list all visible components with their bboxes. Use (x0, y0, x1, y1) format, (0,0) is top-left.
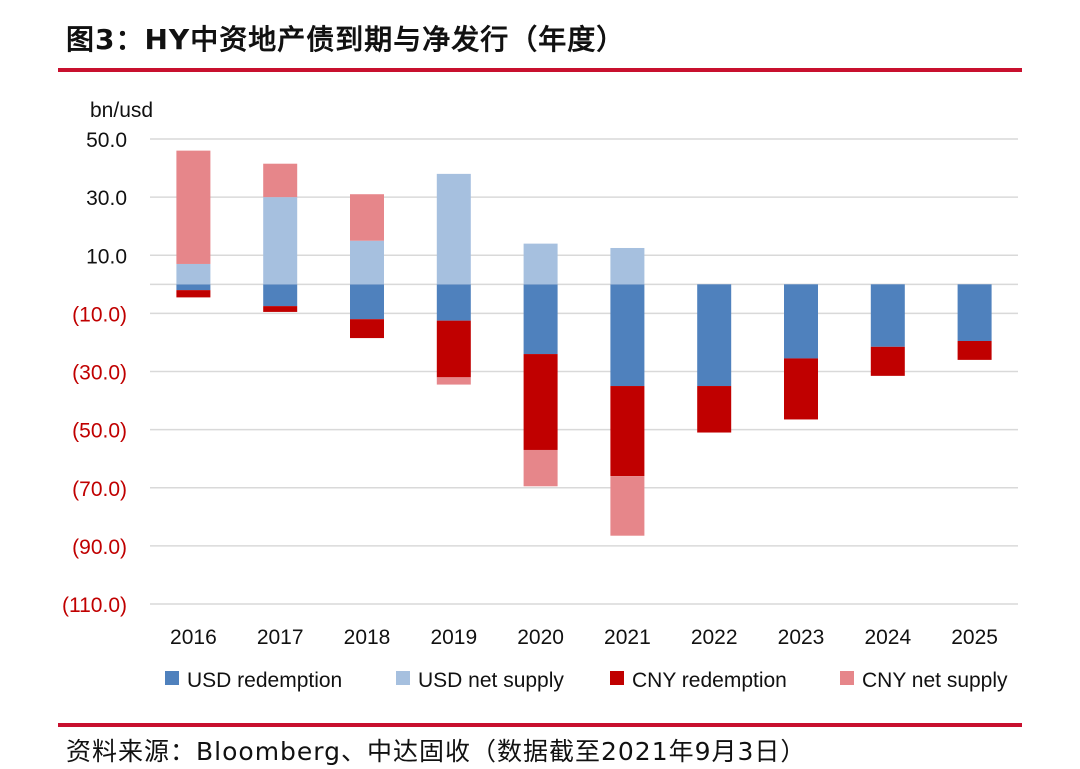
y-tick-label: (50.0) (72, 420, 127, 443)
axis: bn/usd 50.0 30.0 10.0 (10.0) (30.0) (50.0) (70.… (62, 99, 998, 649)
legend-swatch (610, 671, 624, 685)
bar-usd-redemption-2021 (610, 284, 645, 387)
legend: USD redemption USD net supply CNY redempti… (165, 669, 1008, 692)
legend-swatch (840, 671, 854, 685)
bar-usd-redemption-2019 (436, 284, 471, 321)
bar-cny-net-supply-2017 (263, 163, 298, 198)
bar-usd-redemption-2023 (784, 284, 818, 359)
x-tick-label: 2021 (604, 626, 651, 649)
bar-usd-net-supply-2017 (263, 197, 298, 285)
bar-usd-net-supply-2019 (436, 173, 471, 285)
bar-cny-net-supply-2018 (350, 194, 384, 241)
x-tick-label: 2018 (344, 626, 391, 649)
bar-usd-redemption-2020 (523, 284, 558, 355)
bar-cny-redemption-2018 (350, 319, 384, 339)
bar-cny-net-supply-2020 (523, 449, 558, 487)
bar-usd-net-supply-2016 (176, 263, 211, 285)
x-tick-label: 2024 (864, 626, 911, 649)
x-tick-label: 2022 (691, 626, 738, 649)
y-tick-label: 30.0 (86, 187, 127, 210)
legend-swatch (165, 671, 179, 685)
footer-divider (58, 723, 1022, 727)
legend-label: CNY redemption (632, 669, 787, 692)
y-tick-label: (90.0) (72, 536, 127, 559)
bar-usd-net-supply-2018 (350, 240, 384, 285)
x-tick-label: 2016 (170, 626, 217, 649)
x-tick-label: 2020 (517, 626, 564, 649)
y-tick-label: (110.0) (62, 594, 127, 617)
legend-label: USD net supply (418, 669, 564, 692)
chart-title: 图3：HY中资地产债到期与净发行（年度） (66, 23, 626, 56)
x-tick-label: 2019 (430, 626, 477, 649)
bar-cny-redemption-2016 (176, 290, 211, 298)
bar-cny-redemption-2022 (697, 386, 732, 433)
bar-usd-net-supply-2020 (523, 243, 558, 285)
bar-usd-redemption-2017 (263, 284, 298, 307)
bar-cny-net-supply-2019 (436, 377, 471, 385)
legend-swatch (396, 671, 410, 685)
bar-cny-redemption-2017 (263, 306, 298, 312)
y-tick-label: (70.0) (72, 478, 127, 501)
bar-usd-redemption-2018 (350, 284, 384, 320)
y-axis-label: bn/usd (90, 99, 153, 122)
legend-label: USD redemption (187, 669, 342, 692)
bar-usd-net-supply-2021 (610, 247, 645, 285)
bar-cny-redemption-2021 (610, 386, 645, 477)
bar-cny-redemption-2025 (957, 340, 992, 360)
bars (176, 150, 992, 536)
bar-usd-redemption-2022 (697, 284, 732, 387)
legend-label: CNY net supply (862, 669, 1008, 692)
bar-cny-redemption-2020 (523, 354, 558, 450)
x-tick-label: 2017 (257, 626, 304, 649)
bar-cny-net-supply-2021 (610, 476, 645, 536)
bar-cny-net-supply-2016 (176, 150, 211, 264)
x-tick-label: 2023 (778, 626, 825, 649)
title-divider (58, 68, 1022, 72)
bar-cny-redemption-2019 (436, 320, 471, 378)
y-tick-label: (10.0) (72, 303, 127, 326)
y-tick-label: 10.0 (86, 245, 127, 268)
y-tick-label: 50.0 (86, 129, 127, 152)
bar-cny-redemption-2023 (784, 358, 818, 420)
bar-usd-redemption-2024 (870, 284, 905, 347)
y-tick-label: (30.0) (72, 362, 127, 385)
x-tick-label: 2025 (951, 626, 998, 649)
bar-usd-redemption-2025 (957, 284, 992, 341)
source-note: 资料来源：Bloomberg、中达固收（数据截至2021年9月3日） (66, 737, 807, 766)
bar-cny-redemption-2024 (870, 346, 905, 376)
bar-usd-redemption-2016 (176, 284, 211, 291)
